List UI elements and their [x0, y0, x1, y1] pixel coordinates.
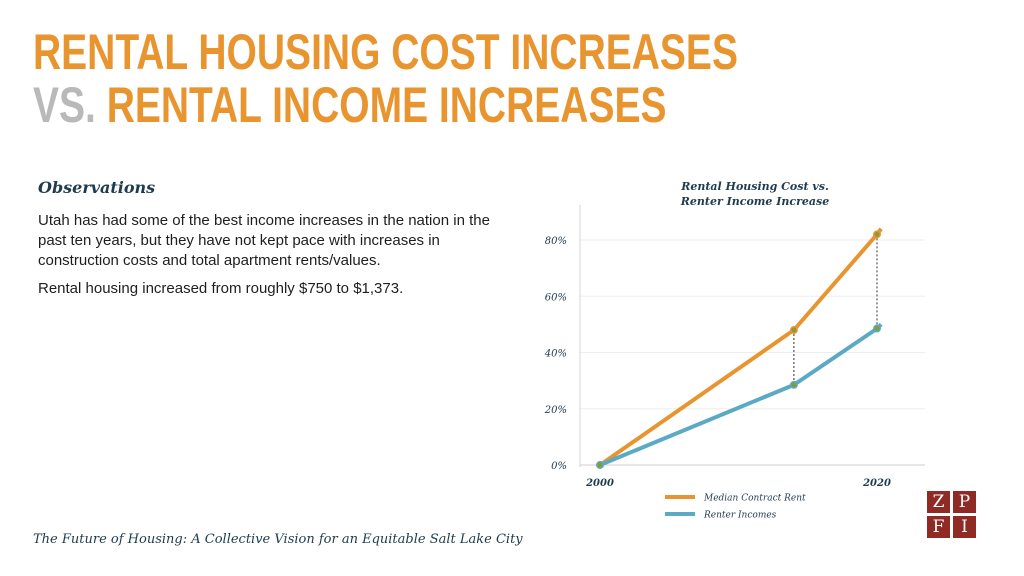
- chart-title-line-1: Rental Housing Cost vs.: [680, 180, 829, 193]
- x-tick-label-2020: 2020: [862, 478, 891, 489]
- y-tick-label-20: 20%: [544, 405, 567, 416]
- series-line-1: [599, 322, 883, 467]
- x-tick-label-2000: 2000: [585, 478, 614, 489]
- logo-letter-i: I: [953, 516, 976, 538]
- page-title: RENTAL HOUSING COST INCREASES VS. RENTAL…: [33, 26, 738, 132]
- title-line-2: RENTAL INCOME INCREASES: [106, 77, 667, 133]
- logo-letter-z: Z: [927, 491, 950, 513]
- chart-title-line-2: Renter Income Increase: [680, 195, 829, 208]
- data-point-0-2014: [789, 326, 798, 334]
- logo-letter-p: P: [953, 491, 976, 513]
- y-tick-label-80: 80%: [545, 236, 567, 247]
- zpfi-logo: Z P F I: [927, 491, 977, 539]
- logo-letter-f: F: [927, 516, 950, 538]
- data-point-1-2000: [596, 461, 604, 469]
- footer-text: The Future of Housing: A Collective Visi…: [33, 532, 523, 547]
- observations-paragraph-1: Utah has had some of the best income inc…: [38, 212, 490, 269]
- title-line-1: RENTAL HOUSING COST INCREASES: [33, 24, 738, 80]
- legend-label-0: Median Contract Rent: [703, 494, 806, 504]
- y-tick-label-0: 0%: [551, 461, 567, 472]
- rental-cost-chart: Rental Housing Cost vs. Renter Income In…: [544, 180, 925, 521]
- y-tick-label-40: 40%: [544, 349, 567, 360]
- data-point-0-2020: [873, 230, 881, 239]
- observations-paragraph-2: Rental housing increased from roughly $7…: [38, 280, 404, 297]
- observations-heading: Observations: [38, 178, 156, 197]
- legend-label-1: Renter Incomes: [703, 511, 777, 521]
- data-point-1-2020: [873, 324, 881, 333]
- title-vs: VS.: [33, 77, 96, 133]
- y-tick-label-60: 60%: [545, 292, 567, 303]
- series-line-0: [598, 227, 883, 467]
- data-point-1-2014: [789, 380, 798, 389]
